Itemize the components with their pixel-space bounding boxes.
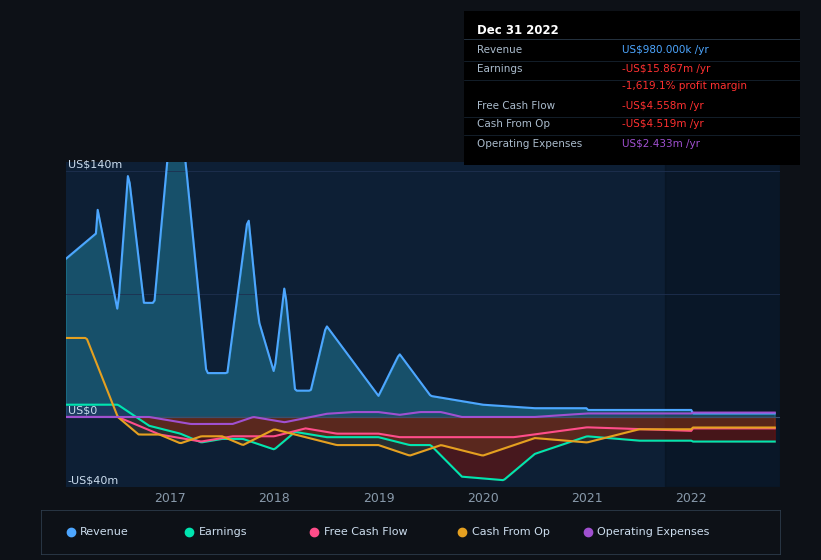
Text: Operating Expenses: Operating Expenses (598, 527, 710, 537)
Text: -US$15.867m /yr: -US$15.867m /yr (622, 64, 710, 73)
Text: Operating Expenses: Operating Expenses (477, 139, 583, 149)
Text: US$980.000k /yr: US$980.000k /yr (622, 45, 709, 55)
Text: -US$40m: -US$40m (68, 475, 119, 486)
Text: Cash From Op: Cash From Op (472, 527, 550, 537)
Bar (665, 162, 780, 487)
Text: US$140m: US$140m (68, 160, 122, 170)
Text: Cash From Op: Cash From Op (477, 119, 550, 129)
Text: Dec 31 2022: Dec 31 2022 (477, 24, 559, 36)
Text: -1,619.1% profit margin: -1,619.1% profit margin (622, 81, 747, 91)
Text: -US$4.558m /yr: -US$4.558m /yr (622, 101, 704, 110)
Text: -US$4.519m /yr: -US$4.519m /yr (622, 119, 704, 129)
Text: US$2.433m /yr: US$2.433m /yr (622, 139, 700, 149)
Text: Earnings: Earnings (199, 527, 247, 537)
Text: Revenue: Revenue (477, 45, 522, 55)
Text: US$0: US$0 (68, 405, 97, 415)
Text: Free Cash Flow: Free Cash Flow (324, 527, 408, 537)
Text: Free Cash Flow: Free Cash Flow (477, 101, 556, 110)
Text: Earnings: Earnings (477, 64, 523, 73)
Text: Revenue: Revenue (80, 527, 129, 537)
